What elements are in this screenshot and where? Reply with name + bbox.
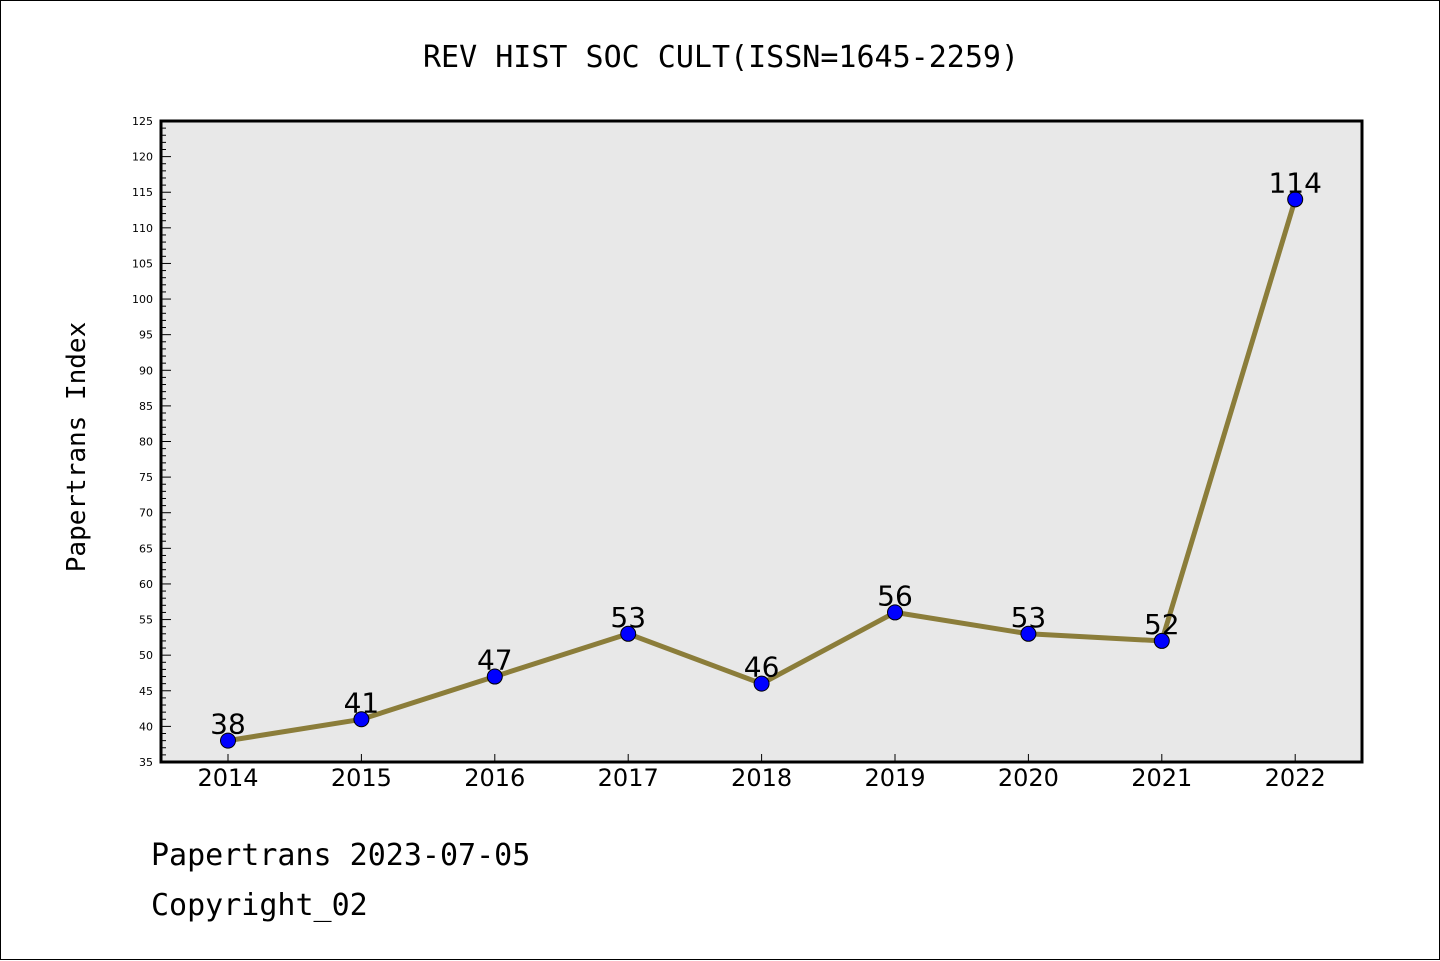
data-point (220, 732, 236, 749)
data-label: 114 (1268, 166, 1321, 199)
y-tick-label: 120 (132, 151, 153, 164)
y-tick-label: 105 (132, 257, 153, 270)
data-labels-layer: 38 41 47 53 46 56 53 52 114 (210, 166, 1322, 740)
y-tick-label: 55 (139, 614, 153, 627)
y-tick-label: 45 (139, 685, 153, 698)
data-label: 38 (210, 708, 246, 741)
data-label: 47 (477, 644, 513, 677)
y-tick-label: 110 (132, 222, 153, 235)
data-point (753, 675, 770, 692)
y-tick-label: 70 (139, 507, 153, 520)
data-point (620, 625, 637, 642)
y-tick-label: 90 (139, 364, 153, 377)
data-point (1153, 632, 1170, 649)
data-point (887, 604, 903, 621)
y-tick-label: 65 (139, 542, 153, 555)
footer-date: Papertrans 2023-07-05 (151, 838, 530, 873)
x-tick-label: 2020 (998, 764, 1059, 792)
x-tick-label: 2021 (1131, 764, 1192, 792)
y-tick-label: 80 (139, 436, 153, 449)
x-axis: 2014 2015 2016 2017 2018 2019 2020 2021 2022 (197, 754, 1326, 792)
x-tick-label: 2017 (598, 764, 659, 792)
x-tick-label: 2022 (1265, 764, 1326, 792)
x-tick-label: 2014 (197, 764, 258, 792)
x-tick-label: 2019 (864, 764, 925, 792)
data-point (1020, 625, 1037, 642)
y-tick-label: 85 (139, 400, 153, 413)
data-label: 41 (344, 686, 380, 719)
y-tick-label: 95 (139, 329, 153, 342)
y-tick-label: 125 (132, 115, 153, 128)
data-point (1287, 191, 1304, 208)
x-tick-label: 2015 (331, 764, 392, 792)
data-label: 53 (1011, 601, 1047, 634)
data-point (486, 668, 503, 685)
x-tick-label: 2016 (464, 764, 525, 792)
data-label: 53 (610, 601, 646, 634)
y-tick-label: 35 (139, 756, 153, 769)
data-label: 52 (1144, 608, 1180, 641)
y-axis-label: Papertrans Index (62, 322, 92, 572)
y-tick-label: 50 (139, 649, 153, 662)
y-tick-label: 40 (139, 720, 153, 733)
data-label: 56 (877, 579, 913, 612)
data-label: 46 (744, 651, 780, 684)
footer-copyright: Copyright_02 (151, 888, 368, 923)
y-tick-label: 100 (132, 293, 153, 306)
chart-title: REV HIST SOC CULT(ISSN=1645-2259) (423, 40, 1019, 75)
y-tick-label: 75 (139, 471, 153, 484)
y-tick-label: 115 (132, 186, 153, 199)
y-tick-label: 60 (139, 578, 153, 591)
data-point (353, 711, 370, 728)
y-axis: 35 40 45 50 55 60 65 70 75 80 85 90 95 100 105 110 115 12… (132, 115, 171, 769)
data-points-layer (220, 191, 1304, 749)
plot-area (159, 119, 1364, 764)
x-tick-label: 2018 (731, 764, 792, 792)
